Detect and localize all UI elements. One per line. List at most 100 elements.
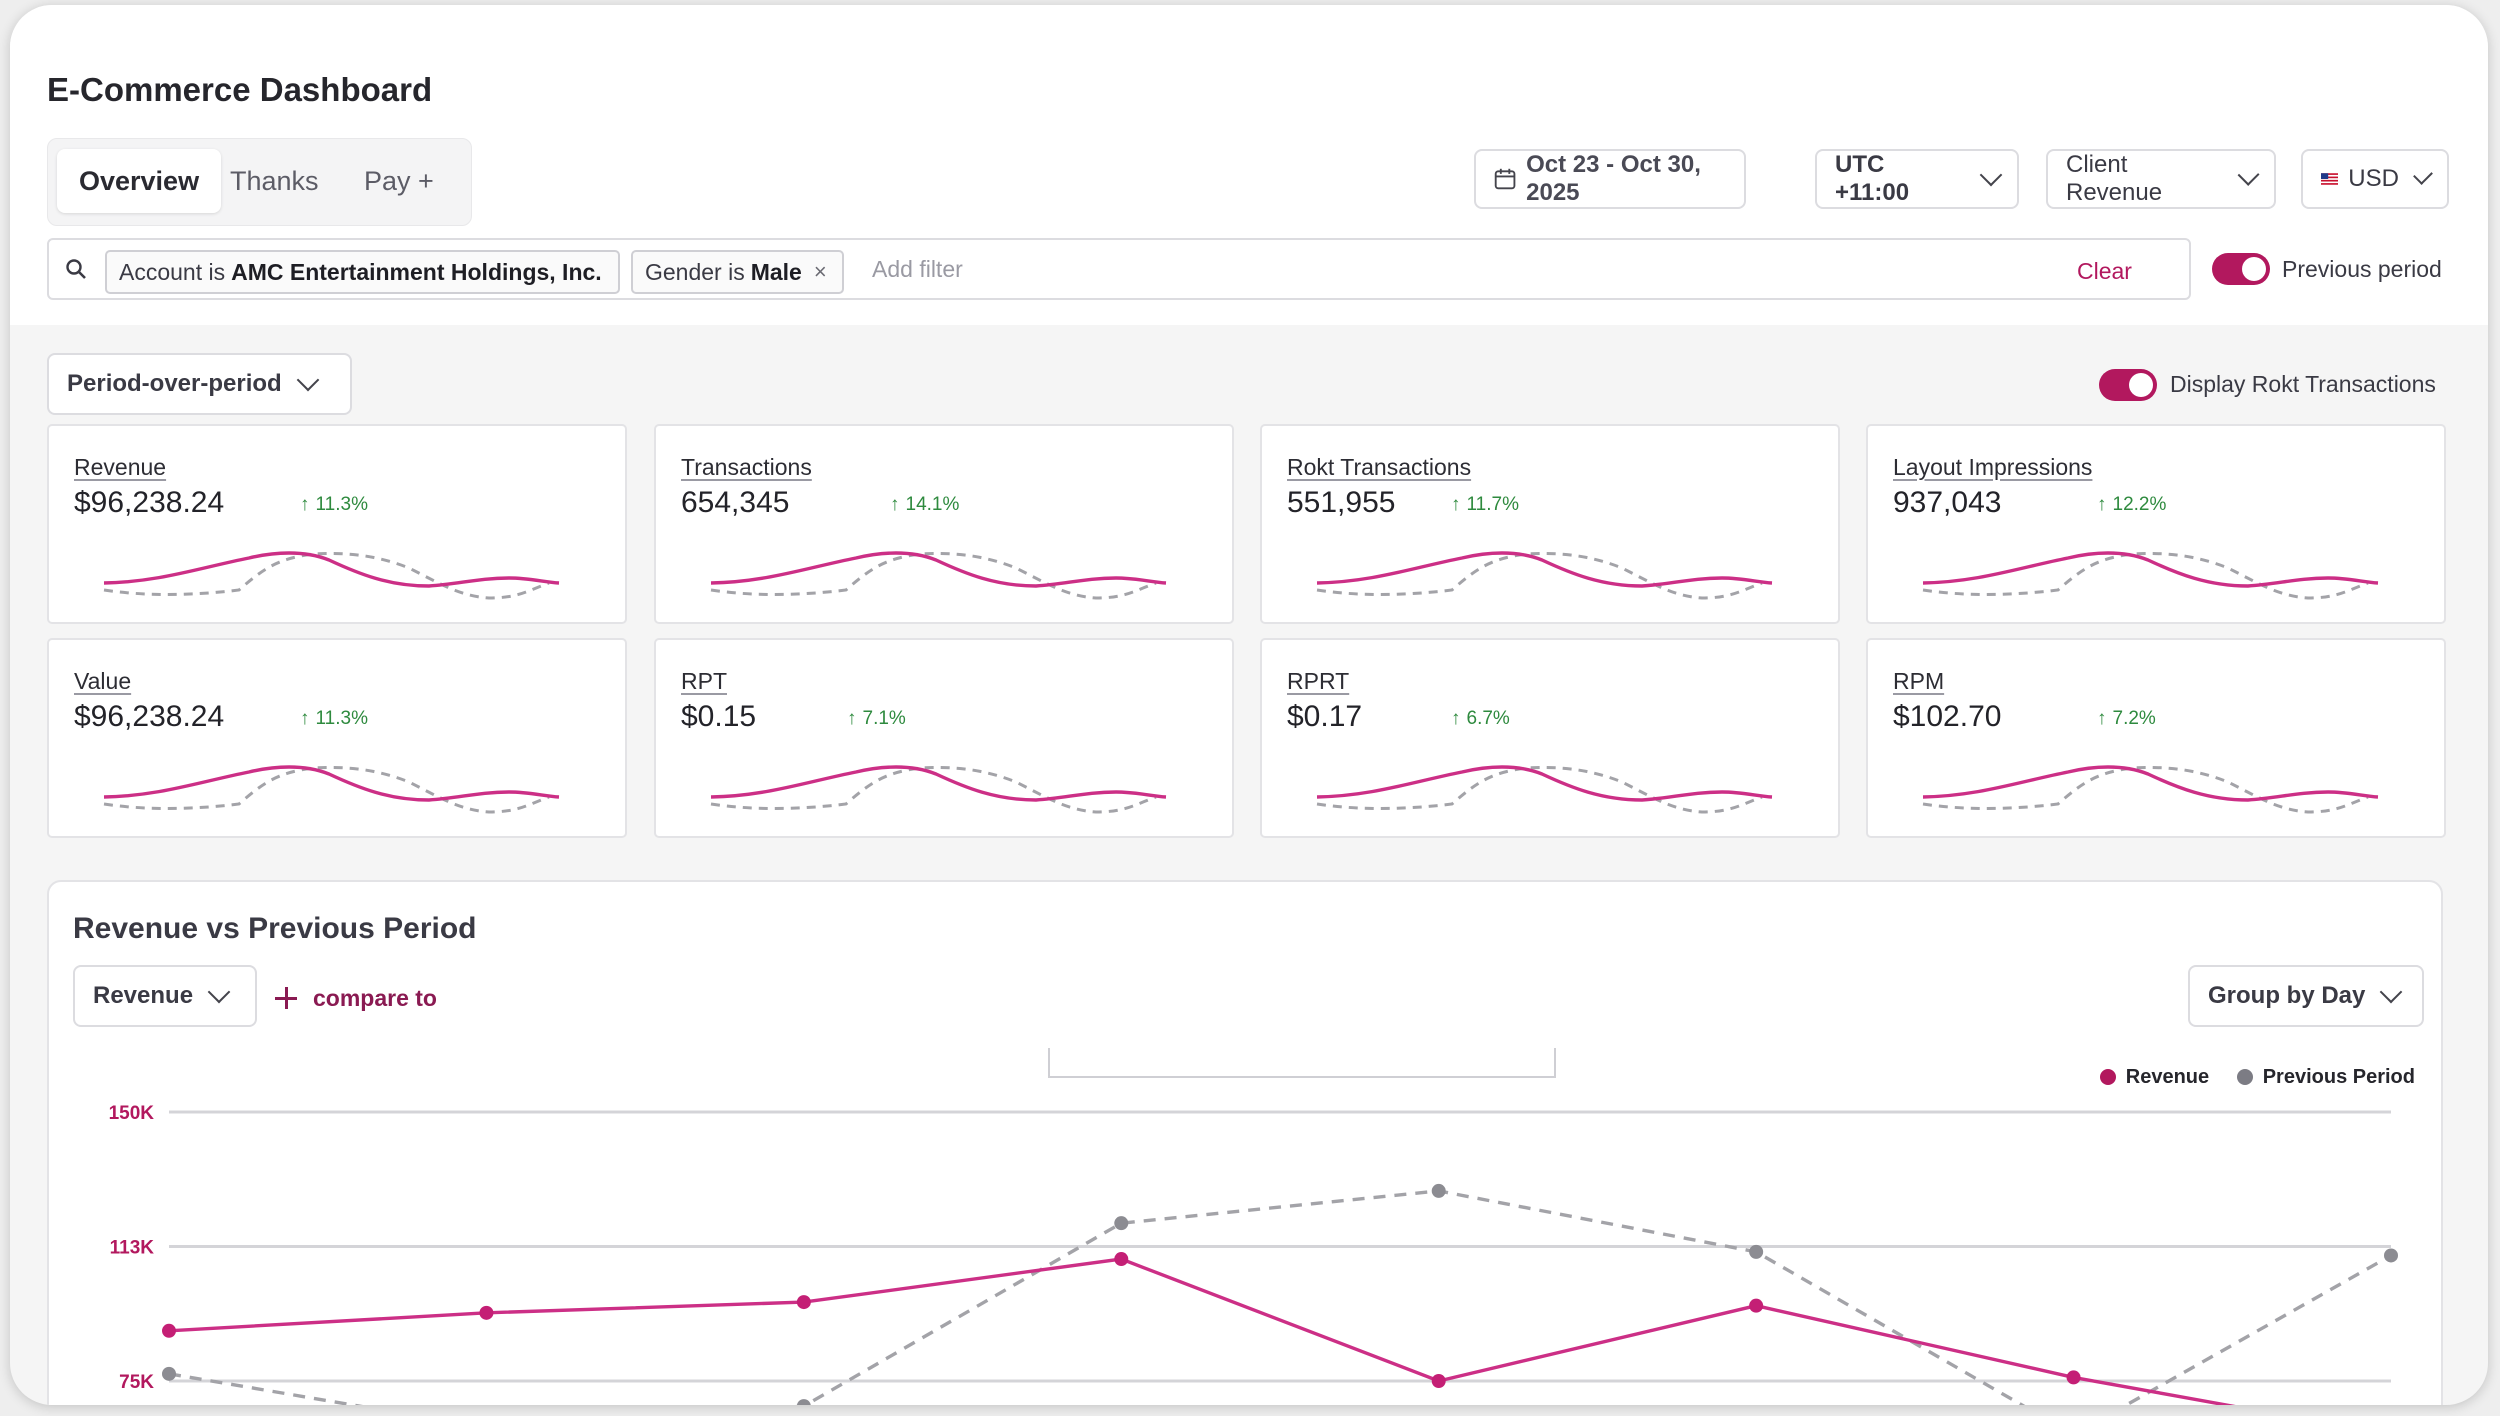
kpi-label[interactable]: RPM [1893, 668, 1945, 694]
currency-select[interactable]: USD [2301, 149, 2449, 209]
kpi-card[interactable]: RPT $0.15 ↑ 7.1% [654, 638, 1234, 838]
kpi-delta-value: 7.1% [862, 708, 906, 729]
data-point-revenue[interactable] [796, 1295, 811, 1310]
kpi-value: $96,238.24 [74, 486, 225, 519]
kpi-delta: ↑ 14.1% [890, 494, 959, 516]
kpi-delta: ↑ 11.3% [300, 494, 368, 516]
y-tick-label: 150K [109, 1103, 155, 1124]
filter-chip-value: Male [750, 258, 802, 285]
tab-bar: Overview Thanks Pay + [47, 138, 472, 226]
revenue-line-chart: 150K 113K 75K [109, 1103, 2398, 1405]
add-filter-input[interactable]: Add filter [872, 256, 963, 282]
arrow-up-icon: ↑ [1451, 708, 1461, 729]
data-point-previous-period[interactable] [162, 1366, 176, 1381]
kpi-label[interactable]: Revenue [74, 454, 167, 480]
tab-thanks[interactable]: Thanks [230, 166, 319, 196]
kpi-value: 937,043 [1893, 486, 2002, 519]
arrow-up-icon: ↑ [300, 708, 310, 729]
kpi-card[interactable]: Revenue $96,238.24 ↑ 11.3% [47, 424, 627, 624]
data-point-revenue[interactable] [2066, 1370, 2081, 1385]
arrow-up-icon: ↑ [300, 494, 310, 515]
tab-pay[interactable]: Pay + [364, 166, 434, 196]
kpi-sparkline [103, 551, 560, 600]
data-point-previous-period[interactable] [796, 1399, 811, 1405]
revenue-chart-panel: Revenue vs Previous Period Revenue compa… [47, 880, 2443, 1405]
data-point-previous-period[interactable] [1749, 1244, 1764, 1259]
metric-select[interactable]: Client Revenue [2046, 149, 2276, 209]
data-point-previous-period[interactable] [2384, 1248, 2398, 1263]
sparkline-current [1316, 765, 1773, 802]
legend-marker-previous [2236, 1069, 2253, 1085]
calendar-icon [1494, 168, 1516, 190]
filter-chip-gender[interactable]: Gender is Male × [631, 250, 844, 294]
previous-period-label: Previous period [2282, 256, 2442, 282]
kpi-card[interactable]: Value $96,238.24 ↑ 11.3% [47, 638, 627, 838]
data-point-previous-period[interactable] [1114, 1216, 1129, 1231]
kpi-label[interactable]: Value [74, 668, 132, 694]
arrow-up-icon: ↑ [2097, 708, 2107, 729]
kpi-delta: ↑ 11.3% [300, 708, 368, 730]
kpi-label[interactable]: RPRT [1287, 668, 1350, 694]
kpi-label[interactable]: Rokt Transactions [1287, 454, 1472, 480]
us-flag-icon [2321, 173, 2339, 185]
legend-marker-revenue [2099, 1069, 2116, 1085]
compare-to-button[interactable]: compare to [275, 985, 445, 1015]
kpi-value: $102.70 [1893, 700, 2002, 733]
sparkline-previous [1316, 766, 1763, 814]
chevron-down-icon [1979, 163, 2003, 187]
kpi-card[interactable]: RPRT $0.17 ↑ 6.7% [1260, 638, 1840, 838]
kpi-value: $0.17 [1287, 700, 1363, 733]
data-point-previous-period[interactable] [1431, 1183, 1446, 1198]
chevron-down-icon [296, 368, 320, 392]
kpi-delta: ↑ 11.7% [1451, 494, 1519, 516]
sparkline-current [1922, 765, 2379, 802]
clear-filters-button[interactable]: Clear [2077, 258, 2132, 284]
data-point-revenue[interactable] [479, 1305, 494, 1320]
metric-label: Client Revenue [2066, 151, 2163, 206]
kpi-delta-value: 6.7% [1466, 708, 1510, 729]
data-point-revenue[interactable] [1114, 1252, 1129, 1267]
group-by-label: Group by Day [2208, 982, 2366, 1009]
y-tick-label: 75K [119, 1372, 154, 1393]
data-point-revenue[interactable] [162, 1323, 176, 1338]
kpi-card[interactable]: Rokt Transactions 551,955 ↑ 11.7% [1260, 424, 1840, 624]
chevron-down-icon [2237, 163, 2260, 187]
kpi-delta-value: 11.3% [315, 494, 368, 515]
timezone-select[interactable]: UTC +11:00 [1815, 149, 2019, 209]
data-point-revenue[interactable] [1749, 1298, 1764, 1313]
sparkline-current [710, 551, 1167, 588]
previous-period-toggle[interactable] [2212, 253, 2270, 285]
app-window: E-Commerce Dashboard Overview Thanks Pay… [10, 5, 2488, 1405]
timezone-label: UTC +11:00 [1835, 151, 1910, 206]
sparkline-previous [103, 766, 550, 814]
kpi-delta: ↑ 7.1% [847, 708, 906, 730]
kpi-value: 654,345 [681, 486, 790, 519]
kpi-label[interactable]: Transactions [681, 454, 812, 480]
remove-filter-icon[interactable]: × [813, 259, 827, 284]
kpi-sparkline [1316, 551, 1773, 600]
chart-metric-select[interactable]: Revenue [73, 965, 257, 1027]
date-range-picker[interactable]: Oct 23 - Oct 30, 2025 [1474, 149, 1746, 209]
data-point-revenue[interactable] [1431, 1374, 1446, 1388]
sparkline-current [103, 551, 560, 588]
kpi-card[interactable]: Transactions 654,345 ↑ 14.1% [654, 424, 1234, 624]
filter-bar[interactable]: Account is AMC Entertainment Holdings, I… [47, 238, 2191, 300]
rokt-transactions-toggle[interactable] [2099, 369, 2157, 401]
tab-overview[interactable]: Overview [57, 149, 222, 213]
view-mode-select[interactable]: Period-over-period [47, 353, 352, 415]
rokt-transactions-label: Display Rokt Transactions [2170, 371, 2436, 397]
sparkline-previous [103, 552, 550, 600]
legend-label-previous: Previous Period [2262, 1066, 2415, 1088]
kpi-label[interactable]: RPT [681, 668, 727, 694]
kpi-sparkline [710, 765, 1167, 814]
kpi-label[interactable]: Layout Impressions [1893, 454, 2093, 480]
group-by-select[interactable]: Group by Day [2188, 965, 2424, 1027]
arrow-up-icon: ↑ [1451, 494, 1461, 515]
arrow-up-icon: ↑ [847, 708, 857, 729]
kpi-card[interactable]: Layout Impressions 937,043 ↑ 12.2% [1866, 424, 2446, 624]
kpi-card[interactable]: RPM $102.70 ↑ 7.2% [1866, 638, 2446, 838]
sparkline-current [1922, 551, 2379, 588]
sparkline-previous [1316, 552, 1763, 600]
filter-chip-account[interactable]: Account is AMC Entertainment Holdings, I… [105, 250, 620, 294]
search-icon [66, 259, 86, 279]
